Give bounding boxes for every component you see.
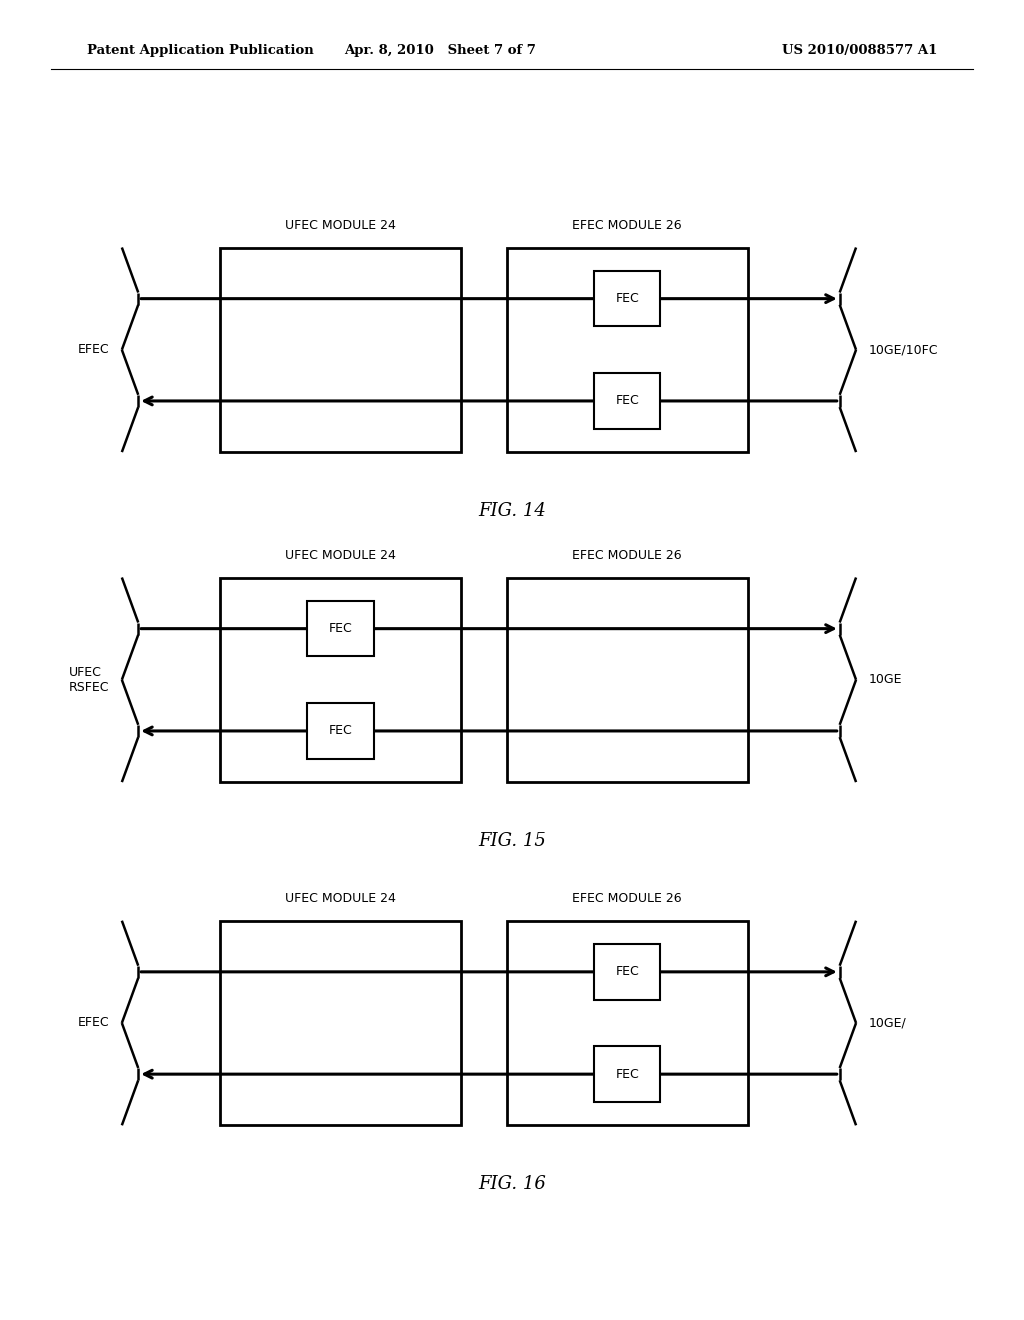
Text: FEC: FEC <box>615 1068 639 1081</box>
Text: FIG. 16: FIG. 16 <box>478 1175 546 1193</box>
Bar <box>507 248 748 451</box>
Text: 10GE/: 10GE/ <box>868 1016 906 1030</box>
Bar <box>220 578 461 781</box>
Bar <box>594 271 660 326</box>
Text: Patent Application Publication: Patent Application Publication <box>87 44 313 57</box>
Bar <box>220 248 461 451</box>
Text: FIG. 15: FIG. 15 <box>478 833 546 850</box>
Text: Apr. 8, 2010   Sheet 7 of 7: Apr. 8, 2010 Sheet 7 of 7 <box>344 44 537 57</box>
Text: EFEC: EFEC <box>78 343 110 356</box>
Text: FEC: FEC <box>329 725 352 738</box>
Bar <box>307 601 374 656</box>
Text: FEC: FEC <box>615 395 639 408</box>
Text: EFEC MODULE 26: EFEC MODULE 26 <box>572 219 682 232</box>
Bar <box>594 1047 660 1102</box>
Text: EFEC MODULE 26: EFEC MODULE 26 <box>572 549 682 562</box>
Bar <box>594 374 660 429</box>
Bar <box>307 704 374 759</box>
Bar <box>507 578 748 781</box>
Bar <box>594 944 660 999</box>
Text: US 2010/0088577 A1: US 2010/0088577 A1 <box>781 44 937 57</box>
Bar <box>220 921 461 1125</box>
Text: UFEC MODULE 24: UFEC MODULE 24 <box>285 549 396 562</box>
Text: UFEC MODULE 24: UFEC MODULE 24 <box>285 219 396 232</box>
Text: EFEC MODULE 26: EFEC MODULE 26 <box>572 892 682 906</box>
Text: UFEC
RSFEC: UFEC RSFEC <box>69 665 110 694</box>
Text: 10GE: 10GE <box>868 673 902 686</box>
Text: FEC: FEC <box>329 622 352 635</box>
Text: FEC: FEC <box>615 965 639 978</box>
Text: EFEC: EFEC <box>78 1016 110 1030</box>
Text: 10GE/10FC: 10GE/10FC <box>868 343 938 356</box>
Bar <box>507 921 748 1125</box>
Text: UFEC MODULE 24: UFEC MODULE 24 <box>285 892 396 906</box>
Text: FIG. 14: FIG. 14 <box>478 503 546 520</box>
Text: FEC: FEC <box>615 292 639 305</box>
